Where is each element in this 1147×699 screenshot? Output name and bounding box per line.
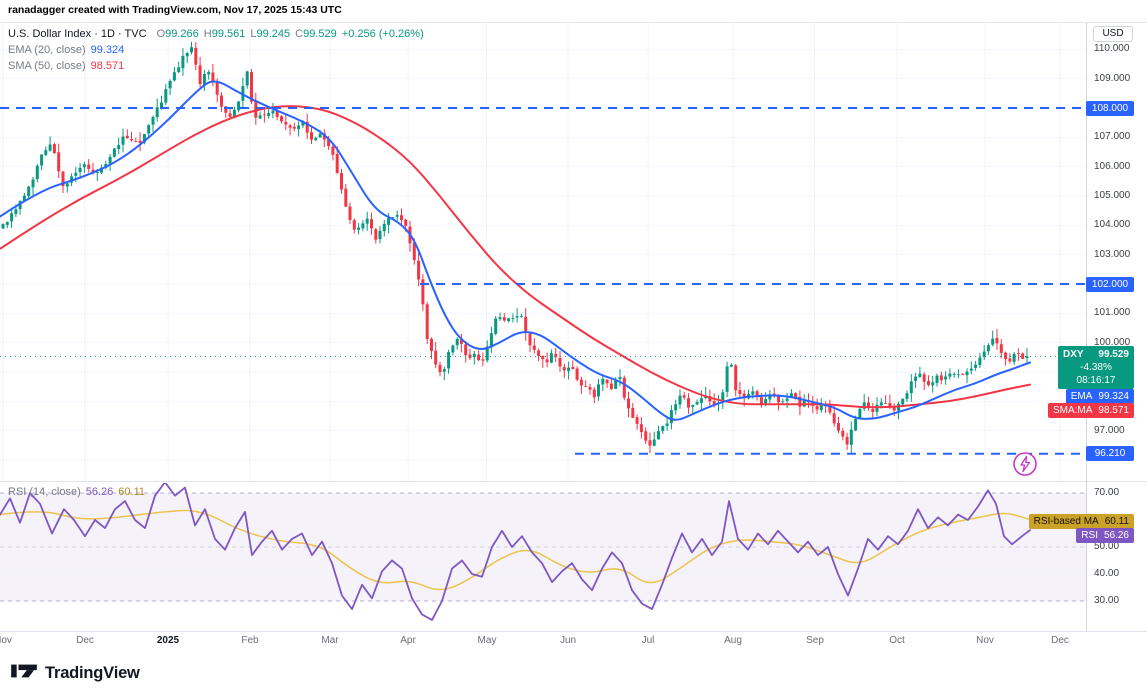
- price-tick-label: 97.000: [1094, 425, 1125, 436]
- last-price-value: 99.529: [1098, 349, 1129, 360]
- last-price-badge: DXY 99.529 -4.38% 08:16:17: [1058, 346, 1134, 389]
- ohlc-open: 99.266: [165, 28, 199, 40]
- rsi-tick-label: 40.00: [1094, 568, 1120, 579]
- attribution-bar: ranadagger created with TradingView.com,…: [0, 0, 1147, 22]
- time-axis[interactable]: Nov Dec 2025 Feb Mar Apr May Jun Jul Aug Sep Oct Nov…: [0, 633, 1086, 649]
- rsi-badge: RSI 56.26: [1076, 528, 1134, 543]
- last-price-symbol: DXY: [1063, 349, 1084, 360]
- brand-name: TradingView: [45, 664, 140, 682]
- legend-sma-row[interactable]: SMA (50, close) 98.571: [8, 60, 125, 72]
- price-tick-label: 100.000: [1094, 337, 1131, 348]
- time-tick-label: Apr: [400, 635, 416, 646]
- time-tick-label: 2025: [156, 635, 180, 646]
- price-tick-label: 107.000: [1094, 131, 1131, 142]
- time-tick-label: Mar: [321, 635, 339, 646]
- ohlc-close: 99.529: [303, 28, 337, 40]
- price-tick-label: 110.000: [1094, 43, 1130, 54]
- time-axis-divider: [0, 631, 1147, 632]
- rsi-ma-value: 60.11: [118, 486, 145, 498]
- price-tick-label: 104.000: [1094, 219, 1131, 230]
- time-tick-label: Oct: [889, 635, 905, 646]
- rsi-tick-label: 50.00: [1094, 541, 1120, 552]
- sma-badge: SMA:MA 98.571: [1047, 403, 1134, 418]
- ema-value: 99.324: [90, 44, 125, 56]
- axis-currency-label: USD: [1093, 26, 1133, 42]
- flash-icon[interactable]: [1012, 451, 1038, 477]
- tradingview-logo[interactable]: [10, 660, 38, 687]
- time-tick-label: Sep: [806, 635, 824, 646]
- rsi-tick-label: 30.00: [1094, 595, 1120, 606]
- time-tick-label: May: [477, 635, 497, 646]
- panel-divider[interactable]: [0, 481, 1147, 482]
- price-axis[interactable]: USD 108.000 102.000 96.210 DXY 99.529 -4…: [1028, 23, 1147, 631]
- level-badge-102: 102.000: [1086, 277, 1134, 292]
- level-badge-96: 96.210: [1086, 446, 1134, 461]
- rsi-legend[interactable]: RSI (14, close) 56.26 60.11: [8, 486, 145, 498]
- rsi-value: 56.26: [85, 486, 114, 498]
- last-price-countdown: 08:16:17: [1076, 375, 1116, 386]
- last-price-change: -4.38%: [1080, 362, 1112, 373]
- footer: TradingView: [0, 648, 1147, 699]
- price-tick-label: 101.000: [1094, 307, 1131, 318]
- price-tick-label: 105.000: [1094, 190, 1131, 201]
- time-tick-label: Jul: [641, 635, 655, 646]
- legend-ema-row[interactable]: EMA (20, close) 99.324: [8, 44, 125, 56]
- level-badge-108: 108.000: [1086, 101, 1134, 116]
- rsi-chart-canvas[interactable]: [0, 483, 1086, 631]
- main-legend: U.S. Dollar Index · 1D · TVC O99.266 H99.5…: [8, 27, 424, 75]
- time-tick-label: Nov: [976, 635, 994, 646]
- time-tick-label: Aug: [724, 635, 742, 646]
- price-chart-canvas[interactable]: [0, 23, 1086, 481]
- rsi-tick-label: 70.00: [1094, 487, 1120, 498]
- ohlc-change: +0.256 (+0.26%): [341, 28, 424, 40]
- time-tick-label: Dec: [1051, 635, 1069, 646]
- time-tick-label: Nov: [0, 635, 12, 646]
- ema-badge: EMA 99.324: [1065, 389, 1134, 404]
- ohlc-high: 99.561: [211, 28, 246, 40]
- price-tick-label: 109.000: [1094, 73, 1131, 84]
- attribution-text: ranadagger created with TradingView.com,…: [8, 4, 342, 16]
- legend-symbol-row[interactable]: U.S. Dollar Index · 1D · TVC O99.266 H99.5…: [8, 28, 424, 40]
- ohlc-low: 99.245: [256, 28, 291, 40]
- time-tick-label: Jun: [559, 635, 577, 646]
- sma-value: 98.571: [90, 60, 125, 72]
- chart-region: USD 108.000 102.000 96.210 DXY 99.529 -4…: [0, 22, 1147, 648]
- price-tick-label: 103.000: [1094, 249, 1131, 260]
- time-tick-label: Feb: [241, 635, 259, 646]
- symbol-title: U.S. Dollar Index · 1D · TVC: [8, 28, 147, 40]
- price-tick-label: 106.000: [1094, 161, 1131, 172]
- rsi-ma-badge: RSI-based MA 60.11: [1028, 514, 1134, 529]
- time-tick-label: Dec: [76, 635, 94, 646]
